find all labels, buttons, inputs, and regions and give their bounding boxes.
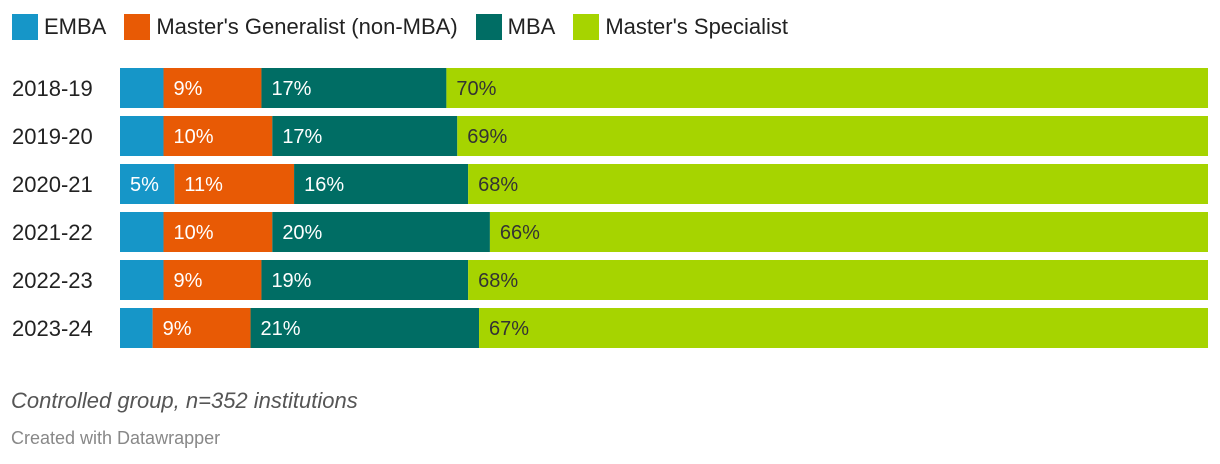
bar-value-label: 9% (163, 318, 192, 340)
bar-value-label: 16% (304, 174, 344, 196)
legend-swatch (475, 14, 502, 40)
category-label: 2021-22 (12, 220, 93, 245)
bar-value-label: 11% (184, 174, 223, 196)
bar-segment (261, 260, 469, 300)
bar-segment (446, 68, 1208, 108)
legend-label: MBA (507, 14, 556, 39)
bar-segment (120, 116, 164, 156)
legend-label: Master's Specialist (605, 14, 789, 39)
chart-legend: EMBA Master's Generalist (non-MBA) MBA Mast… (12, 12, 806, 42)
bar-value-label: 67% (489, 318, 529, 340)
bar-value-label: 70% (456, 78, 496, 100)
bar-segment (294, 164, 469, 204)
chart-credit: Created with Datawrapper (11, 428, 221, 448)
bar-segment (272, 116, 458, 156)
bar-segment (163, 260, 262, 300)
bar-segment (120, 164, 175, 204)
category-label: 2018-19 (12, 76, 93, 101)
bar-value-label: 9% (174, 270, 203, 292)
bar-segment (468, 260, 1208, 300)
bar-value-label: 20% (282, 222, 322, 244)
legend-item-1: Master's Generalist (non-MBA) (124, 14, 458, 40)
stacked-bar-chart: 2018-19 9% 17% 70% 2019-20 10% 17% 69% 2020-21 5%… (12, 68, 1208, 348)
bar-segment (163, 116, 273, 156)
bar-value-label: 10% (174, 222, 214, 244)
bar-segment (250, 308, 480, 348)
bar-value-label: 10% (174, 126, 214, 148)
category-label: 2020-21 (12, 172, 93, 197)
bar-value-label: 21% (261, 318, 301, 340)
bar-segment (261, 68, 447, 108)
bar-segment (152, 308, 251, 348)
bar-segment (163, 212, 273, 252)
bar-value-label: 68% (478, 174, 518, 196)
bar-value-label: 69% (467, 126, 507, 148)
bar-value-label: 19% (271, 270, 311, 292)
legend-swatch (573, 14, 600, 40)
legend-swatch (12, 14, 38, 40)
bar-segment (272, 212, 490, 252)
bar-segment (174, 164, 295, 204)
chart-note: Controlled group, n=352 institutions (11, 388, 358, 413)
bar-segment (479, 308, 1208, 348)
legend-label: EMBA (44, 14, 107, 39)
bar-value-label: 17% (271, 78, 311, 100)
bar-value-label: 17% (282, 126, 322, 148)
bar-value-label: 9% (174, 78, 203, 100)
bar-segment (163, 68, 262, 108)
legend-item-0: EMBA (12, 14, 106, 40)
category-label: 2019-20 (12, 124, 93, 149)
legend-item-3: Master's Specialist (573, 14, 788, 40)
legend-swatch (124, 14, 151, 40)
bar-segment (120, 260, 164, 300)
bar-value-label: 66% (500, 222, 540, 244)
legend-item-2: MBA (475, 14, 556, 40)
bar-segment (468, 164, 1208, 204)
category-label: 2023-24 (12, 316, 93, 341)
bar-segment (120, 68, 164, 108)
bar-segment (457, 116, 1208, 156)
bar-segment (120, 308, 153, 348)
bar-segment (120, 212, 164, 252)
bar-value-label: 5% (130, 174, 159, 196)
bar-value-label: 68% (478, 270, 518, 292)
category-label: 2022-23 (12, 268, 93, 293)
legend-label: Master's Generalist (non-MBA) (156, 14, 458, 39)
bar-segment (489, 212, 1208, 252)
